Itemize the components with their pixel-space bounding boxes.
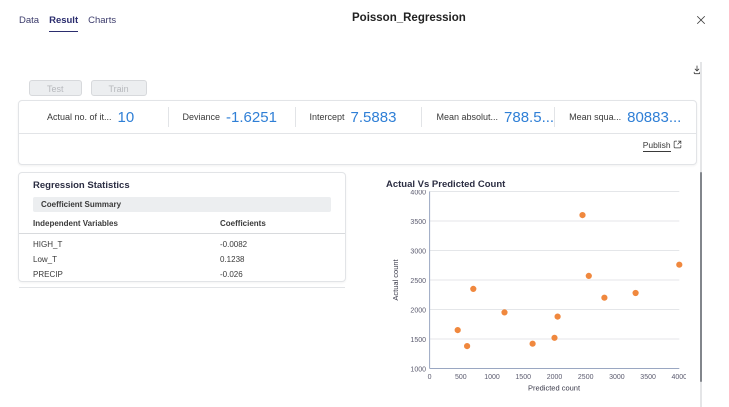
svg-text:1000: 1000 xyxy=(484,374,500,381)
svg-text:1500: 1500 xyxy=(410,337,426,344)
svg-text:1000: 1000 xyxy=(410,367,426,374)
svg-text:2000: 2000 xyxy=(547,374,563,381)
svg-text:2000: 2000 xyxy=(410,308,426,315)
svg-text:3000: 3000 xyxy=(410,249,426,256)
svg-text:500: 500 xyxy=(455,374,467,381)
svg-text:4000: 4000 xyxy=(672,374,686,381)
svg-text:3500: 3500 xyxy=(410,219,426,226)
svg-text:0: 0 xyxy=(428,374,432,381)
svg-text:Actual count: Actual count xyxy=(391,258,400,300)
svg-text:3000: 3000 xyxy=(609,374,625,381)
svg-text:2500: 2500 xyxy=(578,374,594,381)
svg-text:Predicted count: Predicted count xyxy=(528,383,581,392)
svg-text:3500: 3500 xyxy=(640,374,656,381)
svg-text:1500: 1500 xyxy=(515,374,531,381)
svg-text:2500: 2500 xyxy=(410,278,426,285)
svg-text:4000: 4000 xyxy=(410,190,426,197)
